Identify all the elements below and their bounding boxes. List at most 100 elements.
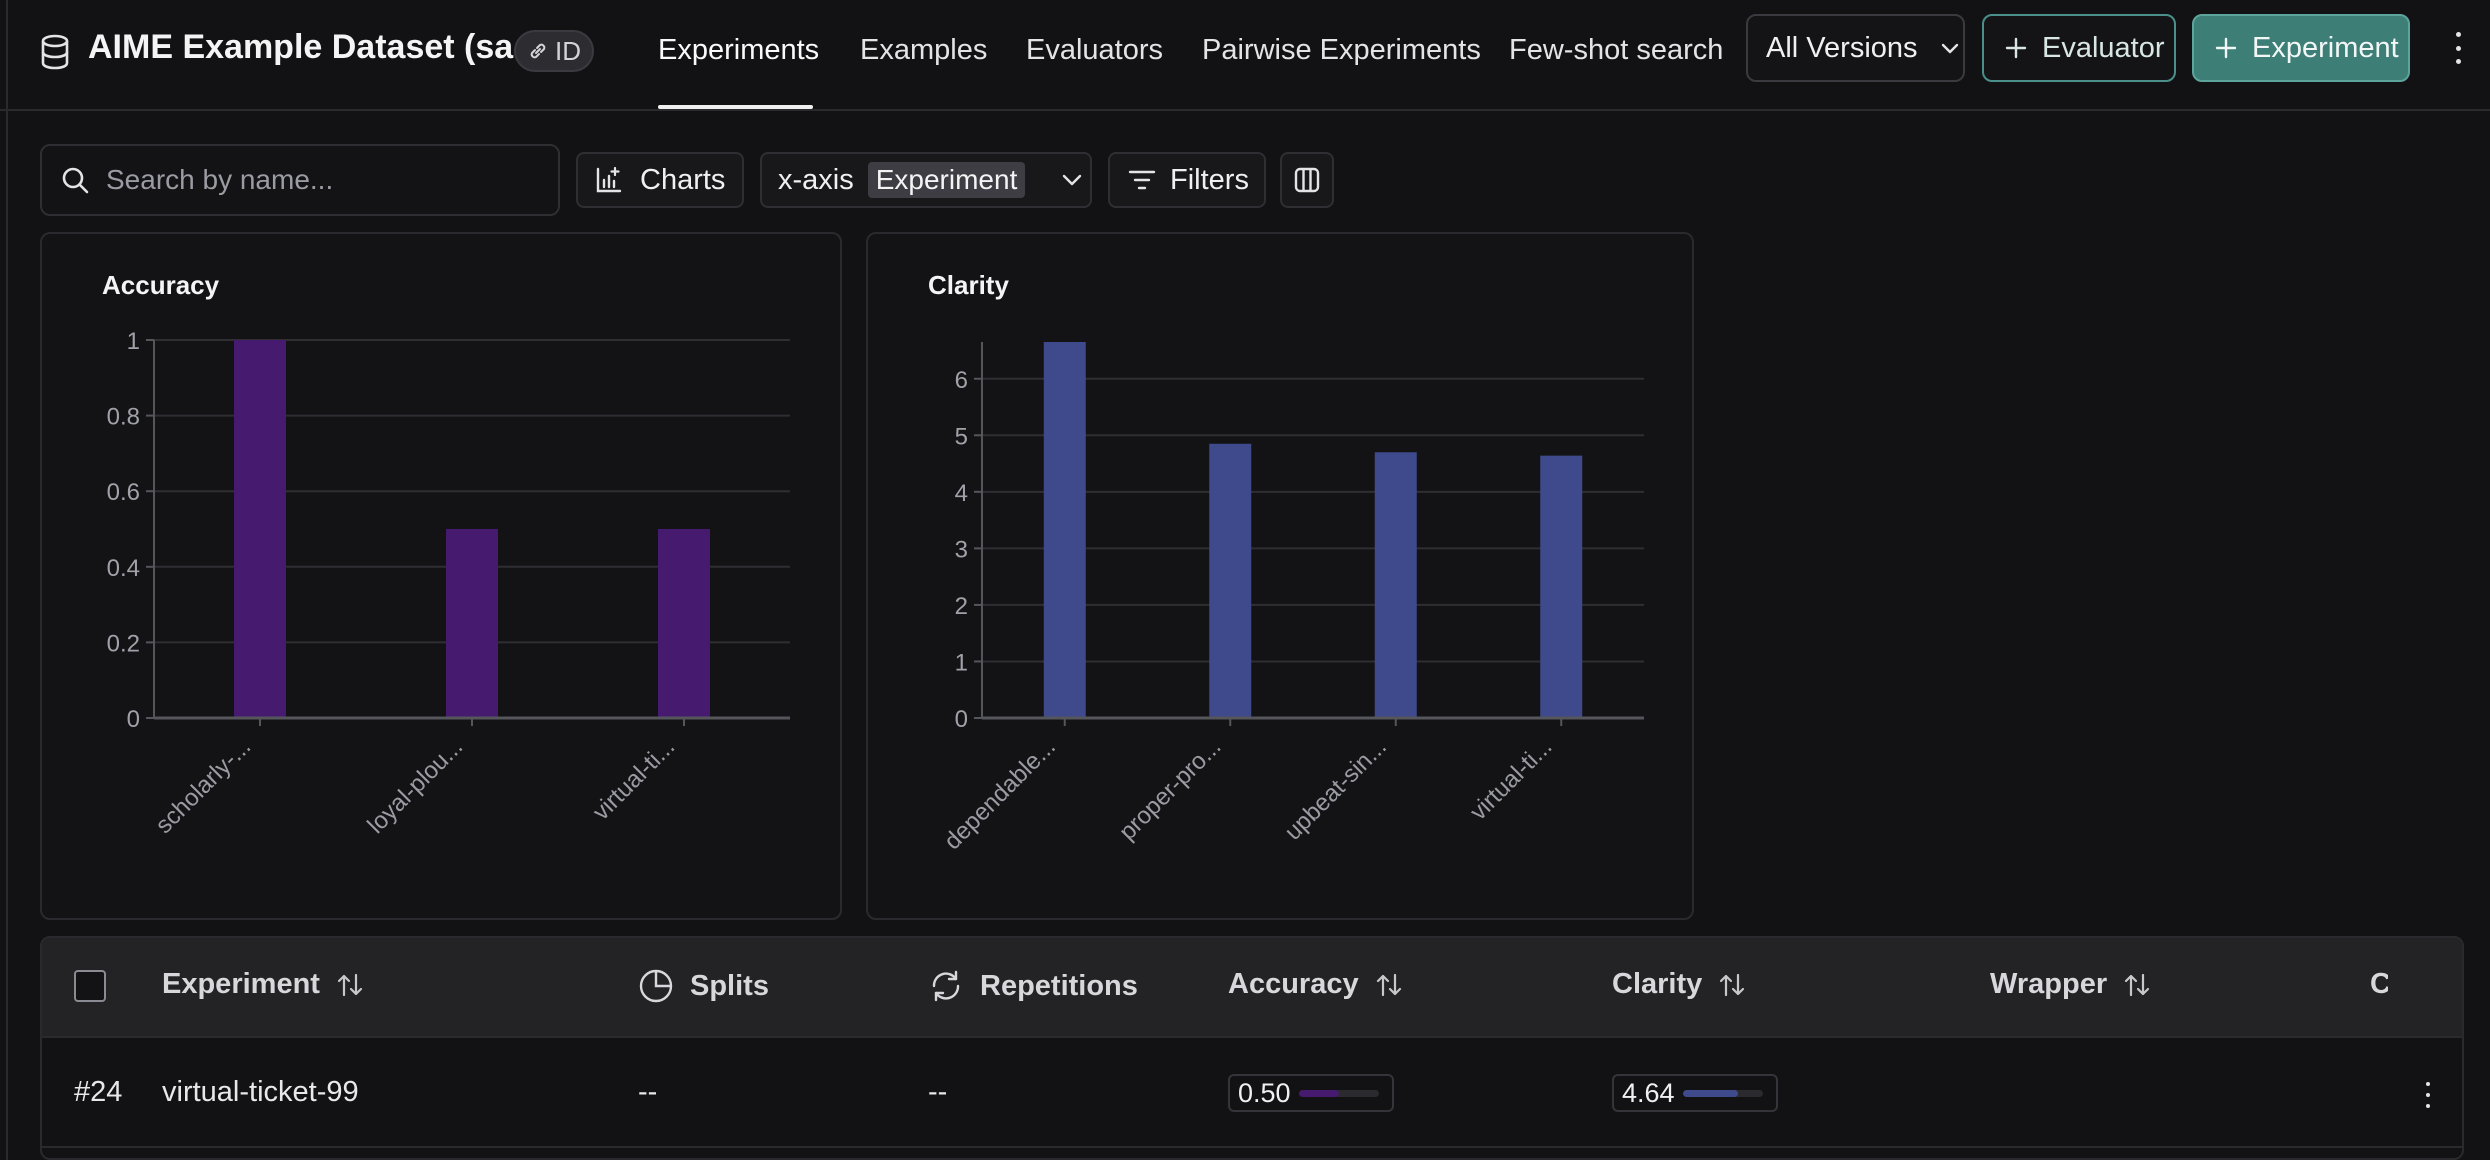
accuracy-xtick-label: scholarly-... [150,733,256,839]
left-border [0,0,8,1160]
accuracy-ytick-label: 0 [127,706,140,733]
tab-experiments[interactable]: Experiments [658,34,820,66]
chart-add-icon [596,166,622,193]
chevron-down-icon [1063,174,1082,186]
row-clarity-score: 4.64 [1612,1074,1778,1112]
chevron-down-icon [1941,43,1958,54]
sort-icon [1376,973,1401,996]
column-clarity-label: Clarity [1612,968,1703,1000]
column-settings-button[interactable] [1280,152,1334,208]
search-icon [62,167,89,194]
clarity-ytick-label: 5 [955,423,968,450]
versions-select[interactable]: All Versions [1746,14,1965,82]
clarity-bar[interactable] [1043,342,1086,718]
accuracy-chart-title: Accuracy [102,270,220,300]
accuracy-bar[interactable] [658,529,710,718]
clarity-bar[interactable] [1374,452,1417,718]
search-box[interactable] [40,144,560,216]
column-accuracy-label: Accuracy [1228,968,1359,1000]
column-truncated: C [2370,968,2388,1001]
accuracy-chart-card: Accuracy 0 0.2 0.4 0.6 0.8 1 scholarly-... loya… [40,232,842,920]
charts-toggle-button[interactable]: Charts [576,152,744,208]
id-badge-label: ID [555,35,581,66]
clarity-score-fill [1682,1089,1738,1097]
column-repetitions: Repetitions [928,968,1138,1004]
page-header: AIME Example Dataset (sa... ID Experimen… [0,0,2490,111]
clarity-ytick-label: 1 [955,649,968,676]
table-header: Experiment Splits Repetitions Accuracy C… [42,938,2462,1036]
add-evaluator-button[interactable]: Evaluator [1982,14,2176,82]
accuracy-ytick-label: 0.2 [107,630,140,657]
accuracy-xtick-label: virtual-ti... [588,733,681,826]
column-experiment[interactable]: Experiment [162,968,364,1001]
column-splits: Splits [638,968,769,1004]
experiments-table: Experiment Splits Repetitions Accuracy C… [40,936,2464,1160]
row-accuracy-value: 0.50 [1238,1077,1291,1108]
row-clarity-value: 4.64 [1622,1077,1675,1108]
clarity-bar[interactable] [1540,455,1583,718]
column-experiment-label: Experiment [162,968,320,1000]
tab-pairwise-experiments[interactable]: Pairwise Experiments [1202,34,1481,66]
tab-examples[interactable]: Examples [860,34,988,66]
accuracy-bar[interactable] [446,529,498,718]
add-evaluator-label: Evaluator [2042,31,2165,64]
tab-few-shot-search[interactable]: Few-shot search [1509,34,1724,66]
search-input[interactable] [106,164,526,196]
clarity-score-bar [1682,1089,1763,1097]
clarity-bar[interactable] [1209,443,1252,718]
clarity-ytick-label: 4 [955,480,968,507]
accuracy-ytick-label: 0.8 [107,404,140,431]
charts-label: Charts [640,163,726,196]
column-accuracy[interactable]: Accuracy [1228,968,1403,1001]
copy-id-button[interactable]: ID [514,30,594,72]
clarity-xtick-label: virtual-ti... [1465,733,1558,826]
accuracy-score-bar [1298,1089,1379,1097]
clarity-ytick-label: 0 [955,706,968,733]
more-options-icon[interactable] [2448,28,2468,68]
table-row[interactable]: #24 virtual-ticket-99 -- -- 0.50 4.64 [42,1036,2462,1148]
row-index: #24 [74,1076,123,1108]
select-all-checkbox[interactable] [74,970,106,1002]
clarity-xtick-label: proper-pro... [1114,733,1226,845]
repeat-icon [932,970,960,1002]
add-experiment-label: Experiment [2252,31,2399,64]
column-wrapper[interactable]: Wrapper [1990,968,2151,1001]
sort-icon [2125,973,2150,996]
clarity-ytick-label: 6 [955,367,968,394]
plus-icon [2215,37,2237,59]
row-options-icon[interactable] [2418,1078,2438,1112]
accuracy-ytick-label: 0.6 [107,479,140,506]
clarity-chart: 0 1 2 3 4 5 6 dependable... proper-pro... upbeat-… [939,342,1644,855]
filter-icon [1128,170,1156,190]
clarity-ytick-label: 3 [955,536,968,563]
x-axis-select[interactable]: x-axis Experiment [760,152,1092,208]
tab-evaluators[interactable]: Evaluators [1026,34,1164,66]
column-wrapper-label: Wrapper [1990,968,2108,1000]
active-tab-indicator [658,105,813,109]
x-axis-label: x-axis [778,163,854,196]
plus-icon [2005,37,2027,59]
clarity-ytick-label: 2 [955,593,968,620]
clarity-xtick-label: dependable... [939,733,1061,855]
column-repetitions-label: Repetitions [980,969,1138,1002]
filters-button[interactable]: Filters [1108,152,1266,208]
add-experiment-button[interactable]: Experiment [2192,14,2410,82]
sort-icon [1720,973,1745,996]
column-splits-label: Splits [690,969,769,1002]
clarity-chart-title: Clarity [928,270,1009,300]
accuracy-ytick-label: 1 [127,328,140,355]
x-axis-value: Experiment [867,162,1026,198]
sort-icon [337,973,363,996]
link-icon [530,43,546,59]
accuracy-bar[interactable] [234,340,286,718]
row-splits: -- [638,1076,658,1108]
accuracy-chart: 0 0.2 0.4 0.6 0.8 1 scholarly-... loyal-plou...… [107,328,790,839]
accuracy-ytick-label: 0.4 [107,555,140,582]
row-repetitions: -- [928,1076,948,1108]
accuracy-score-fill [1298,1089,1339,1097]
columns-icon [1294,167,1320,193]
database-icon [41,34,69,70]
clarity-xtick-label: upbeat-sin... [1279,733,1391,845]
row-experiment-name[interactable]: virtual-ticket-99 [162,1076,359,1108]
column-clarity[interactable]: Clarity [1612,968,1746,1001]
